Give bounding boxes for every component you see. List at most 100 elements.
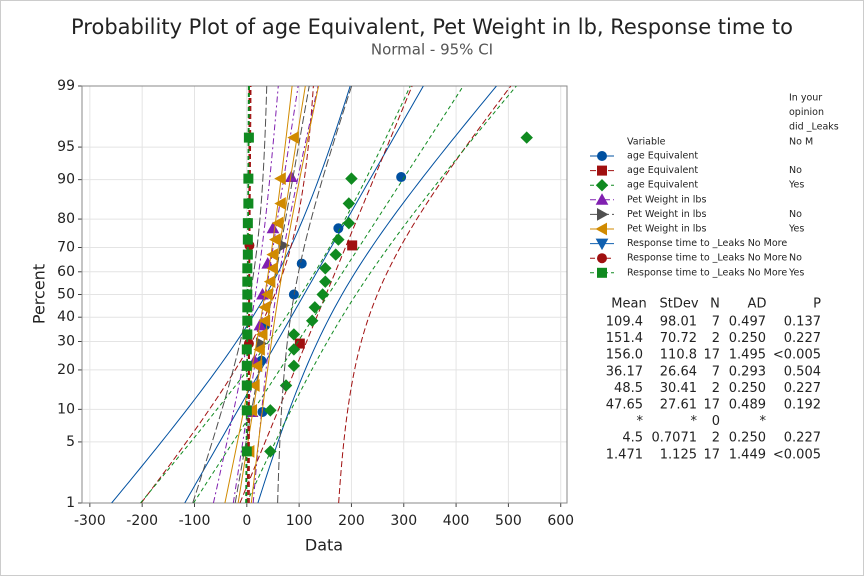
table-cell: 0.227: [784, 331, 821, 346]
legend-symbol: [597, 253, 607, 264]
table-cell: 1.471: [606, 447, 643, 462]
table-header: StDev: [659, 297, 698, 312]
legend-symbol: [595, 222, 607, 236]
data-point: [255, 328, 268, 341]
data-point: [263, 275, 276, 288]
data-point: [287, 343, 301, 356]
legend-group: No: [789, 253, 802, 264]
data-point: [242, 263, 253, 274]
legend-symbol: [595, 238, 609, 251]
data-point: [520, 131, 533, 144]
data-point: [284, 170, 298, 183]
chart-subtitle: Normal - 95% CI: [371, 41, 493, 59]
y-tick-label: 90: [57, 172, 75, 188]
data-point: [242, 315, 253, 326]
data-point: [266, 248, 278, 261]
ci-upper: [246, 86, 517, 503]
legend-symbol: [597, 165, 607, 176]
x-axis-label: Data: [305, 536, 343, 555]
table-cell: <0.005: [773, 447, 821, 462]
data-point: [342, 197, 356, 210]
data-point: [242, 276, 253, 287]
y-tick-label: 20: [57, 362, 75, 378]
x-tick-label: 600: [547, 513, 574, 529]
table-cell: 156.0: [606, 348, 643, 363]
data-point: [258, 314, 271, 328]
data-point: [243, 132, 254, 143]
table-cell: 1.495: [729, 348, 766, 363]
table-cell: 48.5: [614, 381, 643, 396]
legend-symbol: [595, 193, 609, 205]
data-point: [241, 344, 252, 355]
table-cell: 109.4: [606, 315, 643, 330]
table-cell: 17: [703, 398, 720, 413]
data-point: [264, 404, 277, 417]
data-point: [248, 379, 260, 392]
table-cell: 26.64: [660, 364, 697, 379]
table-cell: 110.8: [660, 348, 697, 363]
table-cell: 0.497: [729, 315, 766, 330]
legend-label: Pet Weight in lbs: [627, 209, 706, 220]
legend-label: Response time to _Leaks No More: [627, 253, 787, 264]
data-point: [274, 197, 286, 210]
legend-group: No: [789, 209, 802, 220]
table-cell: 17: [703, 447, 720, 462]
legend-group-title: did _Leaks: [789, 122, 839, 133]
fit-line: [184, 86, 424, 503]
ci-lower: [140, 86, 314, 503]
data-point: [332, 233, 345, 246]
legend-label: age Equivalent: [627, 180, 698, 191]
y-tick-label: 99: [57, 78, 75, 94]
table-cell: 36.17: [606, 364, 643, 379]
y-tick-label: 1: [66, 495, 75, 511]
data-point: [305, 314, 319, 327]
table-cell: 0.192: [784, 398, 821, 413]
legend-group: Yes: [788, 267, 804, 278]
data-point: [347, 240, 358, 251]
x-tick-label: 100: [286, 513, 313, 529]
x-tick-label: 200: [338, 513, 365, 529]
table-header: Mean: [611, 297, 646, 312]
data-point: [319, 262, 332, 275]
table-cell: 1.449: [729, 447, 766, 462]
table-cell: 0: [712, 414, 720, 429]
legend-group: No: [789, 165, 802, 176]
table-cell: 2: [712, 431, 720, 446]
table-header: N: [710, 297, 720, 312]
table-cell: 0.250: [729, 431, 766, 446]
legend-symbol: [597, 151, 607, 161]
legend-label: Pet Weight in lbs: [627, 224, 706, 235]
ci-upper: [250, 86, 320, 503]
x-tick-label: -300: [74, 513, 106, 529]
data-point: [287, 131, 299, 144]
legend-group: Yes: [788, 224, 804, 235]
y-tick-label: 40: [57, 309, 75, 325]
y-tick-label: 80: [57, 211, 75, 227]
data-point: [287, 328, 301, 341]
table-cell: 2: [712, 381, 720, 396]
data-point: [342, 216, 356, 230]
x-tick-label: 400: [443, 513, 470, 529]
legend-label: age Equivalent: [627, 165, 698, 176]
legend-label: Response time to _Leaks No More: [627, 238, 787, 249]
data-point: [242, 249, 253, 260]
legend-group-title: No M: [789, 136, 813, 147]
x-tick-label: 500: [495, 513, 522, 529]
legend-symbol: [597, 267, 607, 278]
legend-symbol: [597, 208, 609, 221]
data-point: [250, 359, 263, 373]
ci-upper: [252, 86, 319, 503]
data-point: [242, 289, 253, 300]
ci-upper: [257, 86, 497, 503]
table-cell: 7: [712, 364, 720, 379]
ci-upper: [277, 86, 353, 503]
y-tick-label: 10: [57, 401, 75, 417]
data-point: [316, 288, 329, 301]
y-tick-label: 30: [57, 333, 75, 349]
data-point: [287, 359, 301, 373]
data-point: [261, 288, 273, 301]
data-point: [264, 445, 277, 458]
table-cell: 0.137: [784, 315, 821, 330]
y-tick-label: 95: [57, 139, 75, 155]
